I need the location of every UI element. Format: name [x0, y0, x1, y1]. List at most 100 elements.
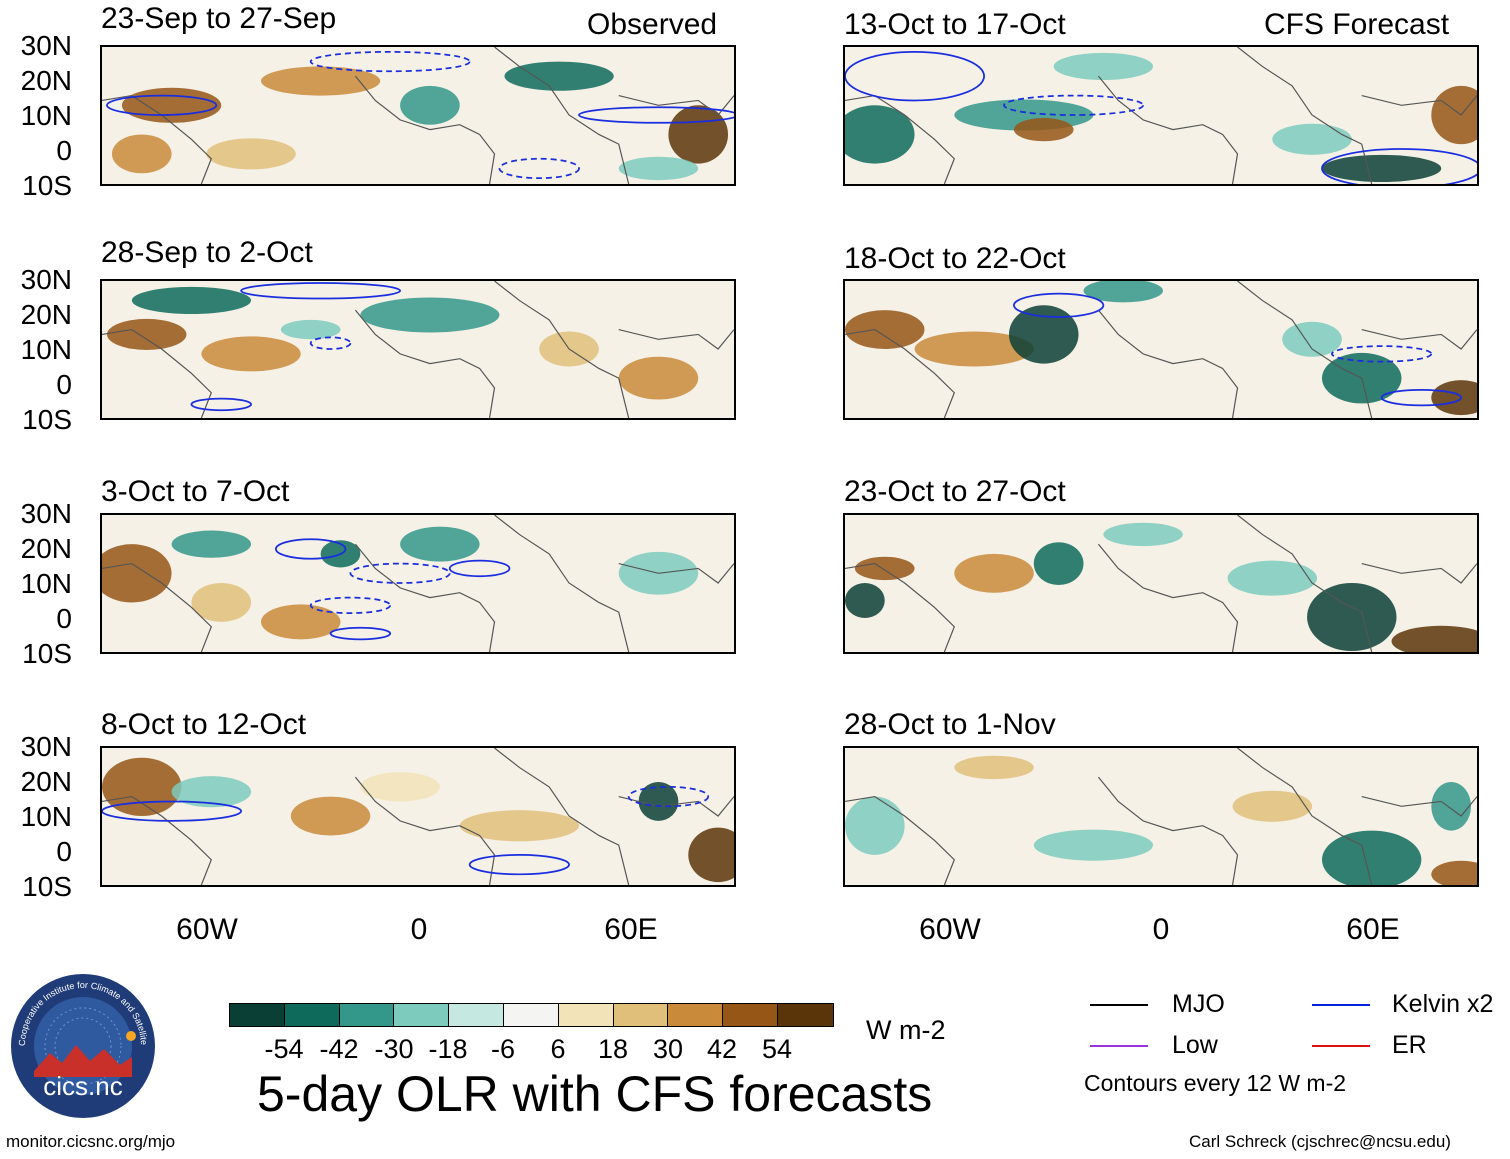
olr-anomaly-blob [504, 61, 614, 91]
olr-anomaly-blob [1033, 829, 1154, 861]
olr-anomaly-blob [191, 583, 252, 622]
colorbar-label: -42 [319, 1034, 359, 1064]
olr-anomaly-blob [1227, 560, 1318, 596]
coastline [618, 796, 734, 817]
coastline [845, 795, 956, 885]
coastline [102, 328, 213, 418]
kelvin-contour [102, 800, 242, 822]
x-tick-label: 60W [176, 913, 238, 946]
coastline [1237, 47, 1373, 184]
olr-anomaly-blob [280, 319, 341, 340]
kelvin-contour [1331, 345, 1433, 363]
panel-title: 13-Oct to 17-Oct [844, 8, 1066, 41]
y-tick-label: 0 [56, 836, 72, 867]
kelvin-contour [627, 785, 710, 808]
olr-anomaly-blob [1282, 321, 1342, 357]
coastline [102, 795, 213, 885]
olr-anomaly-blob [618, 156, 699, 181]
y-tick-label: 10S [22, 638, 72, 669]
colorbar [229, 1003, 834, 1027]
map-panel-observed-1 [100, 45, 736, 186]
y-tick-label: 10N [20, 568, 72, 599]
olr-anomaly-blob [102, 757, 182, 817]
olr-anomaly-blob [1391, 625, 1477, 652]
cics-logo: Cooperative Institute for Climate and Sa… [8, 965, 156, 1119]
olr-anomaly-blob [1053, 52, 1154, 81]
olr-anomaly-blob [360, 297, 500, 333]
coastline [1361, 95, 1477, 116]
coastline [1237, 748, 1373, 885]
coastline [1237, 515, 1373, 652]
map-panel-observed-3 [100, 513, 736, 654]
legend-label: Low [1172, 1031, 1218, 1059]
coastline [1237, 281, 1373, 418]
y-tick-label: 20N [20, 766, 72, 797]
coastline [1097, 543, 1239, 652]
footer-url: monitor.cicsnc.org/mjo [6, 1132, 176, 1151]
olr-anomaly-blob [360, 772, 440, 802]
panel-title: 18-Oct to 22-Oct [844, 242, 1066, 275]
y-tick-label: 0 [56, 369, 72, 400]
map-panel-forecast-4 [843, 746, 1479, 887]
legend-swatch-er [1312, 1045, 1370, 1047]
legend-swatch-kelvin [1312, 1004, 1370, 1006]
y-tick-label: 0 [56, 135, 72, 166]
coastline [1361, 563, 1477, 584]
olr-anomaly-blob [121, 87, 222, 123]
legend-label: Kelvin x2 [1392, 990, 1494, 1018]
y-tick-label: 10S [22, 871, 72, 902]
olr-anomaly-blob [1008, 305, 1079, 364]
x-tick-label: 60W [919, 913, 981, 946]
olr-anomaly-blob [459, 810, 579, 842]
olr-anomaly-blob [1033, 542, 1084, 585]
colorbar-label: 42 [706, 1034, 738, 1064]
olr-anomaly-blob [845, 796, 905, 855]
y-tick-label: 30N [20, 30, 72, 61]
olr-anomaly-blob [854, 556, 915, 581]
panel-title: 23-Oct to 27-Oct [844, 475, 1066, 508]
olr-anomaly-blob [171, 530, 252, 558]
colorbar-label: 30 [652, 1034, 684, 1064]
panel-title: 3-Oct to 7-Oct [101, 475, 290, 508]
coastline [354, 309, 496, 418]
colorbar-label: -54 [264, 1034, 304, 1064]
panel-title: 23-Sep to 27-Sep [101, 2, 337, 35]
coastline [494, 281, 630, 418]
x-tick-label: 60E [604, 913, 658, 946]
coastline [1361, 329, 1477, 350]
olr-anomaly-blob [260, 604, 341, 640]
colorbar-label: 18 [597, 1034, 629, 1064]
legend-label: ER [1392, 1031, 1427, 1059]
olr-anomaly-blob [111, 134, 172, 174]
map-panel-observed-4 [100, 746, 736, 887]
olr-anomaly-blob [1431, 85, 1477, 145]
olr-anomaly-blob [1103, 522, 1183, 547]
kelvin-contour [845, 50, 985, 102]
legend-swatch-mjo [1090, 1004, 1148, 1006]
olr-anomaly-blob [1083, 281, 1163, 303]
colorbar-label: 54 [761, 1034, 793, 1064]
colorbar-label: -30 [374, 1034, 414, 1064]
coastline [618, 329, 734, 350]
coastline [354, 75, 496, 184]
olr-anomaly-blob [1431, 860, 1477, 885]
y-tick-label: 10N [20, 100, 72, 131]
olr-anomaly-blob [1321, 154, 1442, 183]
kelvin-contour [1013, 292, 1105, 318]
olr-anomaly-blob [102, 544, 172, 603]
kelvin-contour [240, 282, 402, 300]
olr-anomaly-blob [1431, 380, 1477, 416]
olr-anomaly-blob [106, 318, 187, 350]
forecast-header: CFS Forecast [1264, 8, 1450, 41]
kelvin-contour [190, 397, 252, 412]
colorbar-swatch [449, 1004, 504, 1026]
coastline [618, 563, 734, 584]
kelvin-contour [448, 559, 511, 578]
olr-anomaly-blob [400, 526, 480, 562]
coastline [354, 543, 496, 652]
olr-anomaly-blob [845, 583, 885, 618]
footer-credit: Carl Schreck (cjschrec@ncsu.edu) [1189, 1132, 1451, 1151]
colorbar-label: -18 [428, 1034, 468, 1064]
coastline [102, 94, 213, 184]
olr-anomaly-blob [1431, 782, 1472, 831]
